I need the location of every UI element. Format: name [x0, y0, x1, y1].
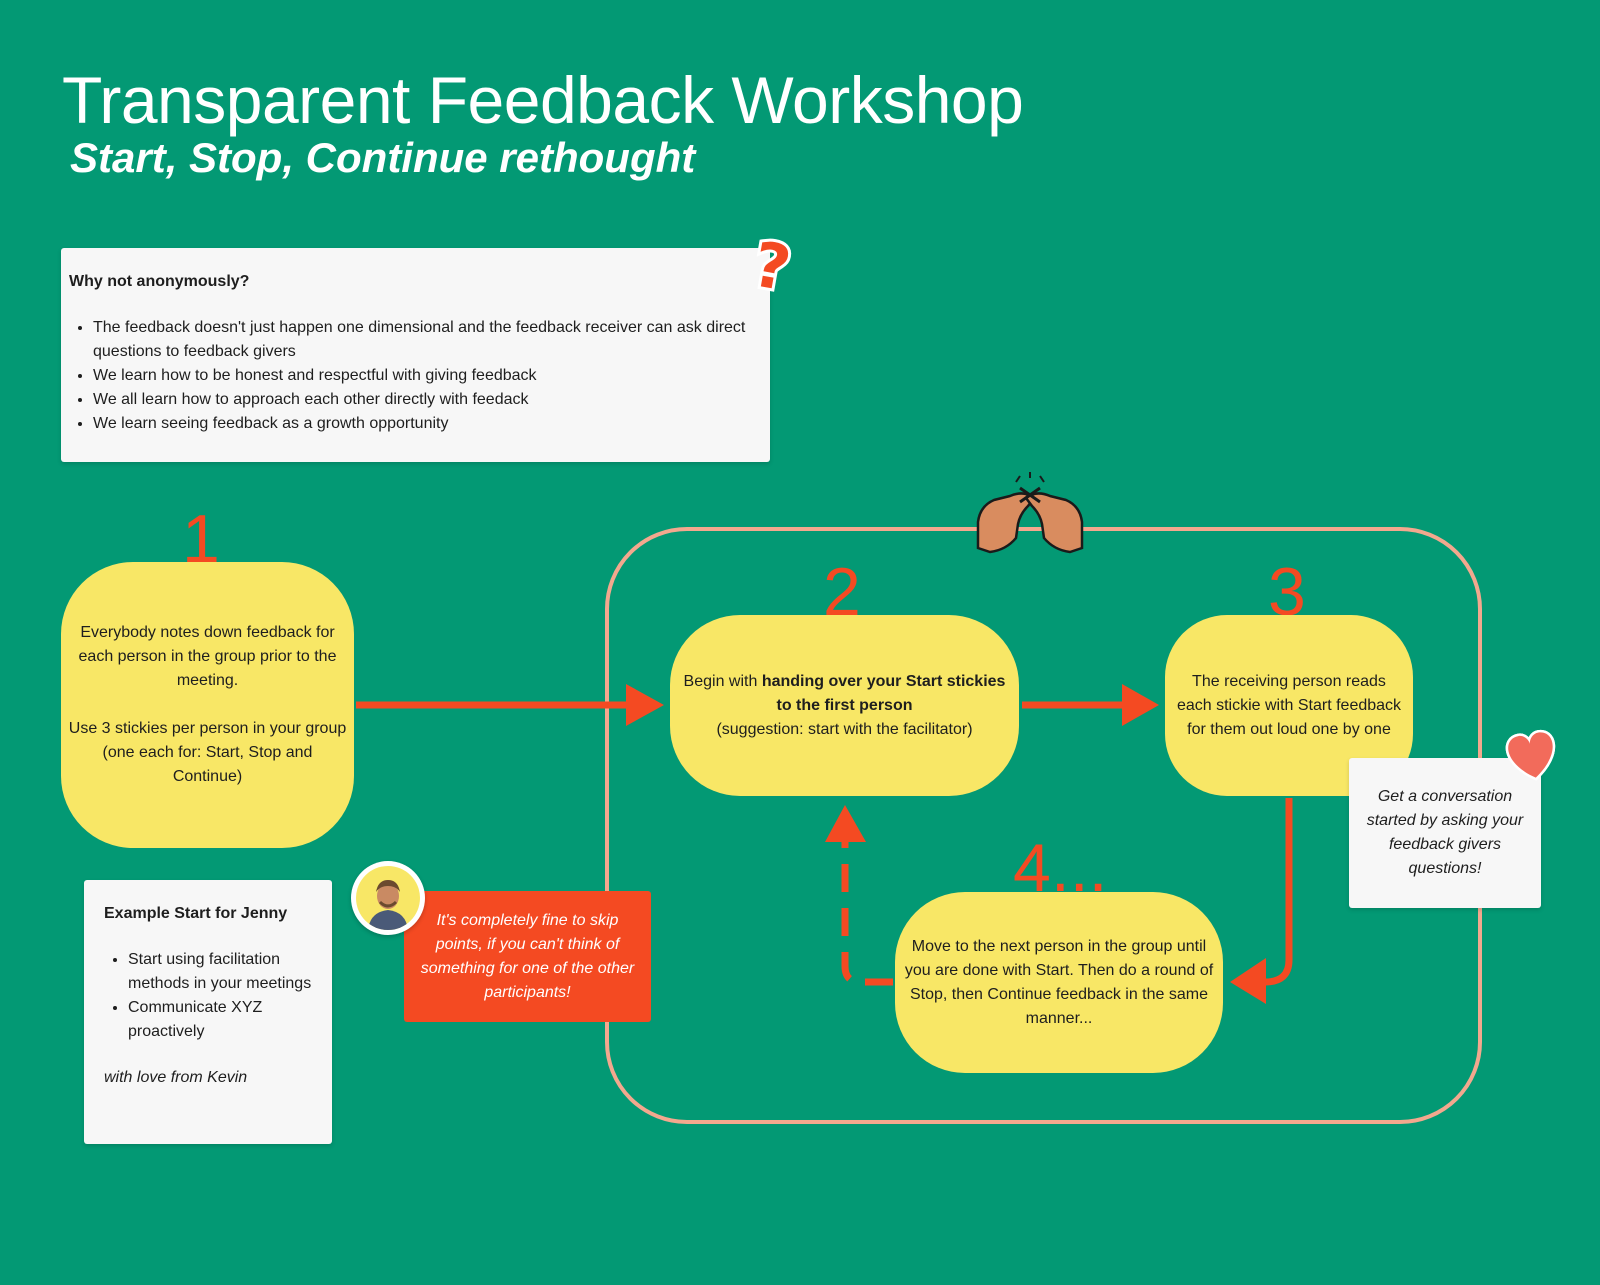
list-item: We all learn how to approach each other … — [93, 388, 762, 412]
step1-text-b: Use 3 stickies per person in your group … — [68, 720, 347, 785]
list-item: The feedback doesn't just happen one dim… — [93, 316, 762, 364]
conversation-text: Get a conversation started by asking you… — [1366, 788, 1524, 877]
tip-note[interactable]: It's completely fine to skip points, if … — [404, 891, 651, 1022]
step2-text-bold: handing over your Start stickies to the … — [761, 672, 1006, 714]
step2-text-pre: Begin with — [683, 672, 762, 690]
example-signature: with love from Kevin — [104, 1069, 248, 1086]
step-number-2: 2 — [823, 554, 861, 630]
step4-text: Move to the next person in the group unt… — [904, 937, 1214, 1027]
step4-sticky[interactable]: Move to the next person in the group unt… — [895, 892, 1223, 1073]
arrow-step3-to-step4 — [1230, 798, 1293, 1004]
step-number-1: 1 — [182, 501, 220, 577]
list-item: Start using facilitation methods in your… — [128, 948, 312, 996]
example-heading: Example Start for Jenny — [104, 905, 288, 922]
page-subtitle: Start, Stop, Continue rethought — [70, 134, 696, 181]
arrow-step4-to-step2-dashed — [825, 805, 893, 986]
tip-text: It's completely fine to skip points, if … — [420, 911, 635, 1001]
why-note-heading: Why not anonymously? — [69, 273, 250, 290]
why-note-list: The feedback doesn't just happen one dim… — [69, 316, 762, 436]
example-list: Start using facilitation methods in your… — [104, 948, 312, 1044]
list-item: Communicate XYZ proactively — [128, 996, 312, 1044]
step1-sticky[interactable]: Everybody notes down feedback for each p… — [61, 562, 354, 848]
arrow-step1-to-step2 — [356, 684, 664, 726]
conversation-note[interactable]: Get a conversation started by asking you… — [1349, 758, 1541, 908]
list-item: We learn seeing feedback as a growth opp… — [93, 412, 762, 436]
arrow-step2-to-step3 — [1022, 684, 1159, 726]
example-note[interactable]: Example Start for Jenny Start using faci… — [84, 880, 332, 1144]
avatar — [351, 861, 425, 935]
list-item: We learn how to be honest and respectful… — [93, 364, 762, 388]
avatar-kevin — [356, 866, 420, 930]
step2-sticky[interactable]: Begin with handing over your Start stick… — [670, 615, 1019, 796]
why-not-anonymous-note[interactable]: Why not anonymously? The feedback doesn'… — [61, 248, 770, 462]
step3-text: The receiving person reads each stickie … — [1176, 672, 1402, 738]
step-number-3: 3 — [1268, 554, 1306, 630]
step2-text-post: (suggestion: start with the facilitator) — [716, 720, 973, 738]
step1-text-a: Everybody notes down feedback for each p… — [78, 624, 337, 689]
step-number-4: 4... — [1013, 830, 1108, 906]
avatar-illustration — [368, 880, 408, 930]
page-title: Transparent Feedback Workshop — [62, 63, 1024, 137]
